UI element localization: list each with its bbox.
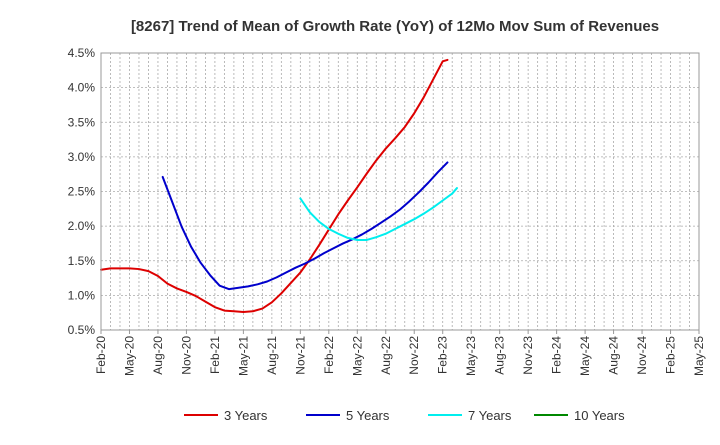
x-tick-label: May-20 (122, 336, 136, 376)
x-tick-label: Feb-24 (550, 336, 564, 374)
x-tick-label: May-25 (692, 336, 706, 376)
x-tick-label: Aug-22 (379, 336, 393, 375)
x-tick-label: May-23 (464, 336, 478, 376)
x-tick-label: Aug-23 (493, 336, 507, 375)
x-tick-label: Nov-22 (407, 336, 421, 375)
series-layer (100, 58, 458, 313)
y-tick-label: 2.0% (68, 219, 96, 233)
plot-frame (100, 52, 700, 331)
x-tick-label: Nov-24 (635, 336, 649, 375)
y-tick-label: 1.5% (68, 254, 96, 268)
x-tick-label: May-24 (578, 336, 592, 376)
x-tick-label: Feb-22 (322, 336, 336, 374)
y-tick-label: 2.5% (68, 185, 96, 199)
x-tick-label: Aug-20 (151, 336, 165, 375)
y-tick-label: 0.5% (68, 323, 96, 337)
x-tick-label: Feb-21 (208, 336, 222, 374)
x-tick-label: Aug-24 (607, 336, 621, 375)
y-axis: 0.5% 1.0% 1.5% 2.0% 2.5% 3.0% 3.5% 4.0% 4.5% (68, 46, 96, 337)
x-tick-label: May-21 (236, 336, 250, 376)
chart-title: [8267] Trend of Mean of Growth Rate (YoY… (131, 18, 659, 35)
y-tick-label: 3.0% (68, 150, 96, 164)
legend-label: 5 Years (346, 408, 390, 423)
x-tick-label: Nov-23 (521, 336, 535, 375)
legend-label: 10 Years (574, 408, 625, 423)
legend-label: 3 Years (224, 408, 268, 423)
x-tick-label: Feb-20 (94, 336, 108, 374)
series-line-7-years (299, 187, 458, 241)
x-tick-label: Nov-20 (179, 336, 193, 375)
series-line-5-years (161, 161, 449, 291)
y-tick-label: 4.5% (68, 46, 96, 60)
x-tick-label: Aug-21 (265, 336, 279, 375)
y-tick-label: 1.0% (68, 288, 96, 302)
x-tick-label: May-22 (350, 336, 364, 376)
series-line-3-years (100, 58, 449, 313)
x-axis: Feb-20 May-20 Aug-20 Nov-20 Feb-21 May-21 Aug-… (94, 330, 706, 376)
y-tick-label: 3.5% (68, 115, 96, 129)
y-tick-label: 4.0% (68, 81, 96, 95)
legend: 3 Years 5 Years 7 Years 10 Years (184, 408, 625, 423)
x-tick-label: Feb-23 (436, 336, 450, 374)
x-tick-label: Feb-25 (664, 336, 678, 374)
legend-label: 7 Years (468, 408, 512, 423)
x-tick-label: Nov-21 (293, 336, 307, 375)
grid-lines (100, 52, 700, 331)
